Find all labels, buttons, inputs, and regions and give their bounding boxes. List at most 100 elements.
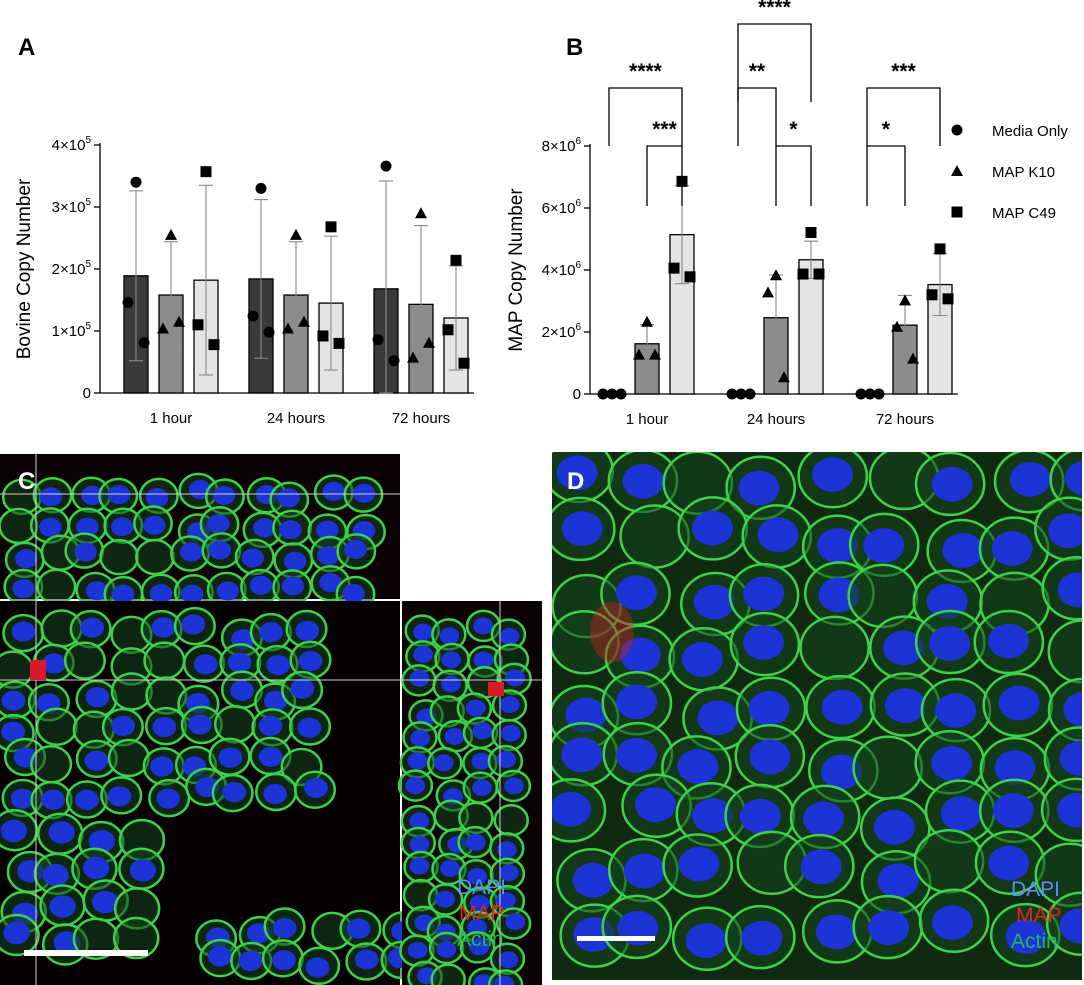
d-nucleus bbox=[757, 517, 799, 553]
d-nucleus bbox=[994, 750, 1036, 785]
a-y-tick-exponent: 5 bbox=[85, 197, 91, 208]
c-xz-nucleus bbox=[283, 551, 307, 571]
d-nucleus bbox=[623, 853, 665, 889]
d-nucleus bbox=[884, 688, 926, 723]
d-nucleus bbox=[743, 576, 785, 612]
c-yz-nucleus bbox=[407, 752, 428, 770]
c-xz-nucleus bbox=[15, 549, 38, 569]
panel-d-map-label: MAP bbox=[1016, 904, 1062, 927]
c-xz-nucleus bbox=[241, 548, 264, 568]
c-xz-nucleus bbox=[212, 485, 236, 505]
a-data-point bbox=[333, 337, 345, 349]
c-xz-nucleus bbox=[316, 520, 339, 540]
c-yz-nucleus bbox=[407, 941, 428, 959]
a-data-point bbox=[192, 319, 204, 331]
d-nucleus bbox=[1063, 691, 1082, 727]
d-map-signal bbox=[590, 602, 634, 662]
c-xy-nucleus bbox=[298, 650, 323, 672]
c-xz-nucleus bbox=[145, 488, 169, 508]
c-yz-nucleus bbox=[436, 941, 457, 958]
c-yz-nucleus bbox=[467, 868, 488, 885]
c-yz-nucleus bbox=[413, 646, 433, 663]
a-y-tick-label: 1×105 bbox=[52, 321, 92, 340]
b-significance-label: **** bbox=[758, 0, 792, 19]
c-xz-nucleus bbox=[111, 517, 134, 537]
c-xy-nucleus bbox=[230, 680, 255, 701]
c-yz-nucleus bbox=[433, 754, 454, 772]
c-xy-cell-membrane bbox=[63, 641, 106, 680]
d-nucleus bbox=[556, 455, 598, 491]
c-xy-bottom-nucleus bbox=[208, 946, 232, 967]
a-data-point bbox=[423, 336, 435, 348]
b-data-point bbox=[805, 226, 817, 238]
b-data-point bbox=[864, 388, 876, 400]
d-nucleus bbox=[615, 575, 657, 611]
a-data-point bbox=[317, 330, 329, 342]
c-xy-lower-nucleus bbox=[42, 863, 69, 887]
d-nucleus bbox=[678, 846, 720, 882]
b-category-label: 1 hour bbox=[626, 411, 669, 428]
c-xy-nucleus bbox=[263, 783, 287, 804]
a-data-point bbox=[415, 207, 427, 219]
b-data-point bbox=[606, 388, 618, 400]
b-data-point bbox=[726, 388, 738, 400]
panel-d-image bbox=[552, 452, 1082, 982]
b-significance-label: **** bbox=[629, 60, 663, 83]
a-y-tick-exponent: 5 bbox=[85, 321, 91, 332]
c-xy-lower-nucleus bbox=[91, 890, 119, 914]
b-category-label: 24 hours bbox=[747, 411, 805, 428]
d-nucleus bbox=[821, 689, 863, 725]
d-nucleus bbox=[738, 470, 780, 506]
c-xy-bottom-nucleus bbox=[346, 918, 371, 939]
c-xz-nucleus bbox=[149, 584, 173, 604]
c-xz-cell-membrane bbox=[135, 538, 175, 576]
b-y-tick-label: 8×106 bbox=[542, 136, 582, 155]
d-nucleus bbox=[1057, 572, 1082, 608]
panel-c-micrograph: C DAPI MAP Actin bbox=[0, 454, 542, 985]
c-xy-nucleus bbox=[11, 621, 36, 642]
c-yz-nucleus bbox=[441, 675, 461, 693]
c-xz-nucleus bbox=[322, 481, 345, 501]
b-data-point bbox=[813, 268, 825, 280]
c-yz-nucleus bbox=[440, 860, 461, 877]
d-nucleus bbox=[616, 737, 657, 773]
a-data-point bbox=[325, 221, 337, 233]
b-legend-label: MAP K10 bbox=[992, 164, 1055, 181]
d-nucleus bbox=[561, 737, 603, 773]
b-data-point bbox=[744, 388, 756, 400]
b-data-point bbox=[891, 320, 903, 332]
a-data-point bbox=[263, 326, 275, 338]
d-nucleus bbox=[619, 637, 661, 673]
c-xy-nucleus bbox=[107, 786, 132, 807]
b-legend-marker bbox=[951, 206, 963, 218]
c-yz-nucleus bbox=[505, 669, 525, 687]
c-yz-nucleus bbox=[499, 627, 520, 645]
b-bar bbox=[798, 259, 824, 395]
c-xy-nucleus bbox=[290, 678, 315, 699]
c-xy-cell-membrane bbox=[213, 704, 257, 744]
b-legend-marker bbox=[951, 165, 963, 176]
a-y-tick-label: 4×105 bbox=[52, 135, 92, 154]
c-xy-nucleus bbox=[75, 789, 99, 810]
d-nucleus bbox=[873, 809, 915, 845]
c-yz-nucleus bbox=[469, 938, 490, 956]
c-xz-nucleus bbox=[216, 581, 239, 601]
a-y-tick-exponent: 5 bbox=[85, 135, 91, 146]
c-yz-nucleus bbox=[409, 669, 430, 687]
d-nucleus bbox=[634, 787, 676, 823]
d-nucleus bbox=[1005, 919, 1047, 954]
d-nucleus bbox=[1065, 460, 1082, 496]
c-xy-nucleus bbox=[1, 690, 26, 711]
d-nucleus bbox=[817, 528, 859, 563]
c-xy-nucleus bbox=[259, 622, 283, 643]
c-xy-cell-membrane bbox=[107, 738, 150, 778]
c-yz-cell-membrane bbox=[430, 963, 466, 985]
c-xy-bottom-nucleus bbox=[272, 918, 297, 939]
c-xy-bottom-nucleus bbox=[272, 950, 296, 971]
d-nucleus bbox=[616, 684, 657, 720]
a-data-point bbox=[165, 228, 177, 240]
c-xy-nucleus bbox=[218, 747, 243, 768]
a-data-point bbox=[138, 337, 150, 349]
a-data-point bbox=[173, 315, 185, 327]
panel-d-micrograph: D DAPI MAP Actin bbox=[552, 452, 1082, 982]
